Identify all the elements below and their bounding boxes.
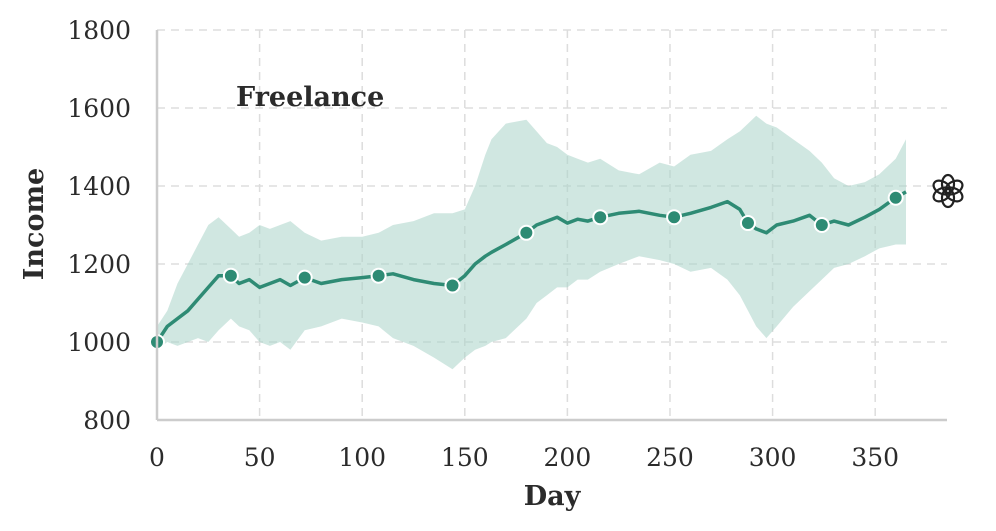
y-tick-label: 1800 xyxy=(67,16,131,45)
axes xyxy=(155,30,947,422)
x-tick-label: 250 xyxy=(646,443,694,472)
data-point xyxy=(296,269,313,286)
y-axis-label: Income xyxy=(19,168,50,280)
confidence-band-layer xyxy=(157,115,906,370)
data-point xyxy=(813,217,830,233)
data-point xyxy=(592,209,609,226)
x-tick-label: 50 xyxy=(244,443,276,472)
x-tick-label: 100 xyxy=(338,443,386,472)
data-point xyxy=(739,215,756,232)
y-tick-label: 1600 xyxy=(67,94,131,123)
y-tick-label: 1400 xyxy=(67,172,131,201)
y-tick-label: 800 xyxy=(83,406,131,435)
data-point xyxy=(222,267,239,284)
x-tick-label: 0 xyxy=(149,443,165,472)
y-tick-labels: 800 1000 1200 1400 1600 1800 xyxy=(67,16,131,435)
data-point xyxy=(666,209,683,226)
x-tick-label: 150 xyxy=(441,443,489,472)
x-tick-label: 350 xyxy=(851,443,899,472)
x-axis-label: Day xyxy=(524,481,582,512)
confidence-band xyxy=(157,115,906,370)
data-point xyxy=(370,267,387,284)
data-point xyxy=(444,277,461,294)
openai-logo-icon xyxy=(932,173,964,209)
x-tick-label: 300 xyxy=(749,443,797,472)
chart-title: Freelance xyxy=(236,82,384,113)
x-tick-labels: 0 50 100 150 200 250 300 350 xyxy=(149,443,899,472)
y-tick-label: 1000 xyxy=(67,328,131,357)
data-point xyxy=(518,224,535,241)
y-tick-label: 1200 xyxy=(67,250,131,279)
data-point xyxy=(887,189,904,206)
x-tick-label: 200 xyxy=(544,443,592,472)
